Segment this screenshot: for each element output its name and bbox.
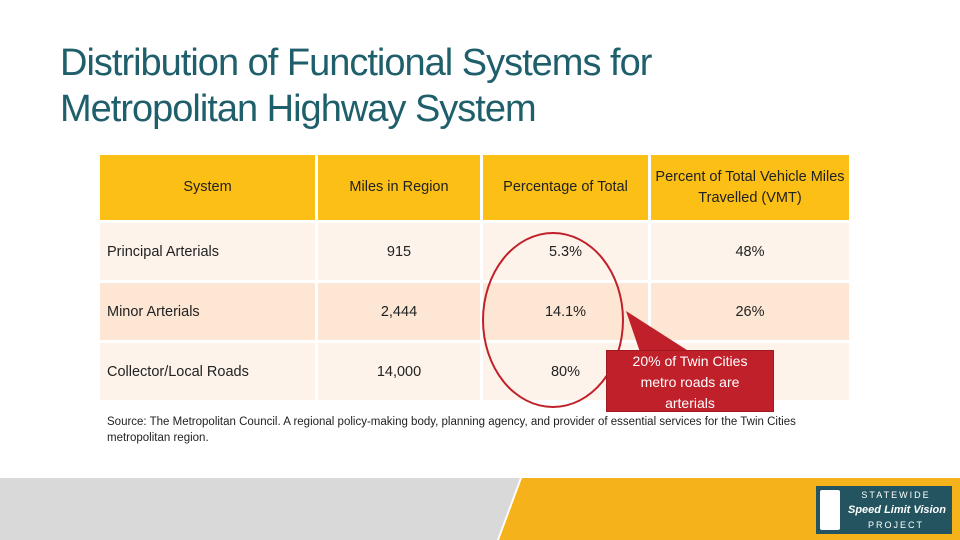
table-row: Minor Arterials 2,444 14.1% 26% <box>100 283 852 343</box>
footer-gray-band <box>0 478 520 540</box>
cell-miles: 14,000 <box>318 343 483 403</box>
cell-system: Minor Arterials <box>100 283 318 343</box>
cell-miles: 2,444 <box>318 283 483 343</box>
slide-title: Distribution of Functional Systems for M… <box>60 40 920 132</box>
logo-line2: Speed Limit Vision <box>848 504 946 516</box>
table-header-row: System Miles in Region Percentage of Tot… <box>100 155 852 223</box>
highlight-circle <box>482 232 624 408</box>
callout-box: 20% of Twin Cities metro roads are arter… <box>606 350 774 412</box>
slide-title-line1: Distribution of Functional Systems for <box>60 42 652 84</box>
logo-line1: STATEWIDE <box>861 490 931 500</box>
cell-vmt: 48% <box>651 223 852 283</box>
callout-text-line1: 20% of Twin Cities <box>632 353 748 369</box>
minnesota-state-icon <box>820 490 840 530</box>
header-vmt: Percent of Total Vehicle Miles Travelled… <box>651 155 852 223</box>
cell-vmt: 26% <box>651 283 852 343</box>
header-system: System <box>100 155 318 223</box>
logo-line3: PROJECT <box>867 520 924 530</box>
cell-miles: 915 <box>318 223 483 283</box>
speed-limit-vision-logo: STATEWIDE Speed Limit Vision PROJECT <box>816 486 952 534</box>
source-note: Source: The Metropolitan Council. A regi… <box>107 416 796 444</box>
header-percentage: Percentage of Total <box>483 155 651 223</box>
slide-title-line2: Metropolitan Highway System <box>60 88 537 130</box>
cell-system: Principal Arterials <box>100 223 318 283</box>
header-miles: Miles in Region <box>318 155 483 223</box>
table-row: Principal Arterials 915 5.3% 48% <box>100 223 852 283</box>
callout-text-line2: metro roads are <box>640 374 740 390</box>
callout-text-line3: arterials <box>665 395 715 411</box>
cell-system: Collector/Local Roads <box>100 343 318 403</box>
